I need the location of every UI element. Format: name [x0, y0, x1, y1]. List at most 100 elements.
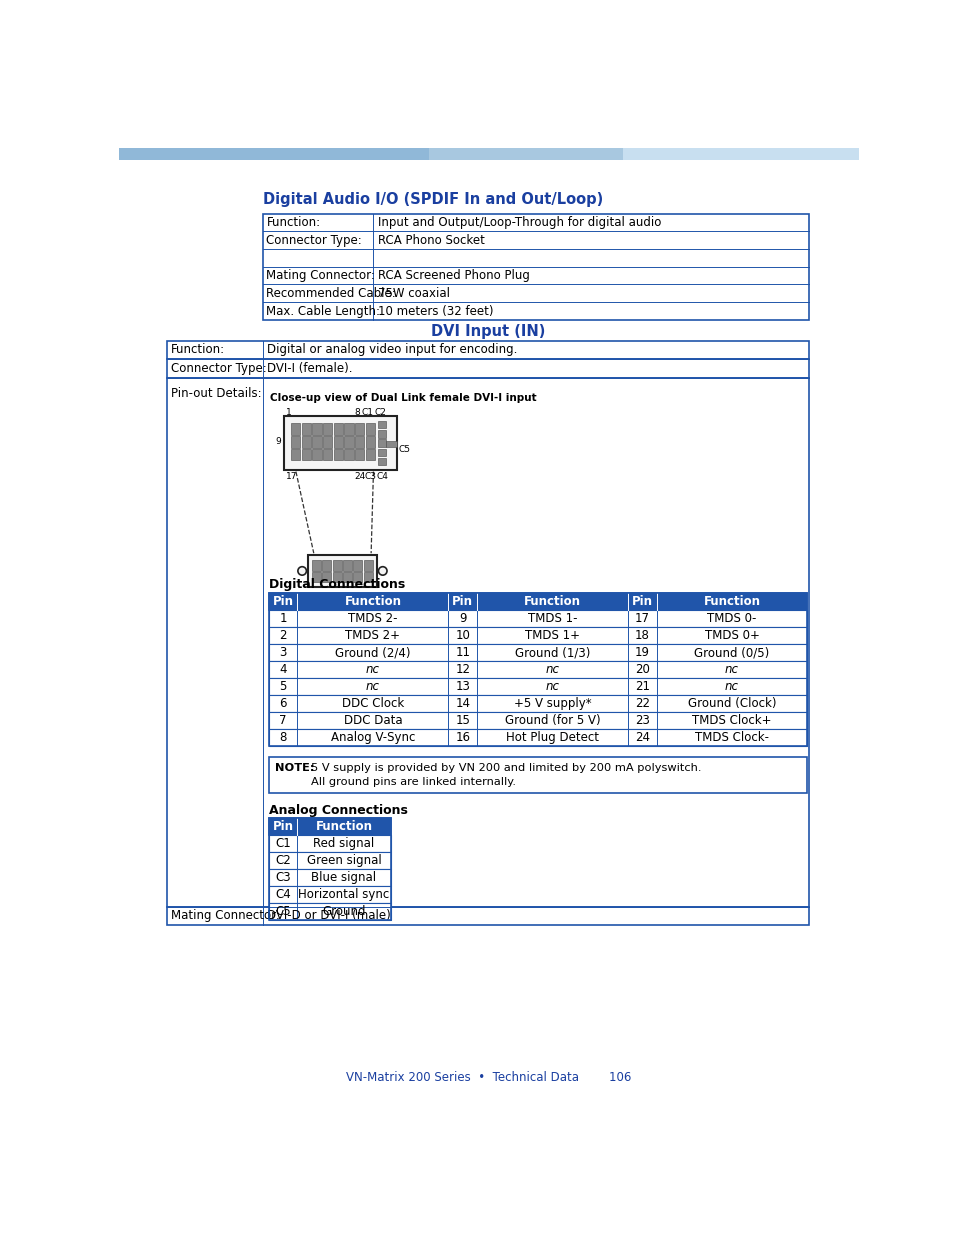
Text: DVI-D or DVI-I (male): DVI-D or DVI-I (male) [267, 909, 391, 923]
Text: TMDS 1+: TMDS 1+ [524, 629, 579, 642]
Text: 9: 9 [458, 613, 466, 625]
Text: Input and Output/Loop-Through for digital audio: Input and Output/Loop-Through for digita… [377, 216, 660, 228]
Text: 8: 8 [279, 731, 287, 743]
Bar [167, 378, 808, 906]
Bar [312, 572, 320, 582]
Bar [269, 885, 390, 903]
Text: 21: 21 [634, 680, 649, 693]
Bar [269, 627, 806, 645]
Text: 6: 6 [279, 697, 287, 710]
Text: nc: nc [366, 680, 379, 693]
Bar [334, 436, 343, 447]
Text: 11: 11 [455, 646, 470, 659]
Bar [333, 561, 341, 571]
Text: TMDS 0+: TMDS 0+ [704, 629, 759, 642]
Bar [269, 903, 390, 920]
Bar [269, 757, 806, 793]
Text: 1: 1 [279, 613, 287, 625]
Text: Mating Connector:: Mating Connector: [171, 909, 280, 923]
Text: TMDS Clock-: TMDS Clock- [695, 731, 768, 743]
Text: Analog V-Sync: Analog V-Sync [331, 731, 415, 743]
Bar [291, 424, 300, 435]
Bar [119, 148, 858, 159]
Bar [355, 436, 364, 447]
Text: 23: 23 [634, 714, 649, 727]
Text: 12: 12 [455, 663, 470, 676]
Text: Ground: Ground [322, 905, 365, 918]
Text: C4: C4 [275, 888, 291, 900]
Text: Hot Plug Detect: Hot Plug Detect [505, 731, 598, 743]
Text: Recommended Cable:: Recommended Cable: [266, 287, 395, 300]
Bar [284, 416, 396, 471]
Text: DDC Data: DDC Data [343, 714, 402, 727]
Bar [322, 448, 332, 461]
Text: 17: 17 [286, 472, 297, 480]
Bar [312, 561, 320, 571]
Bar [377, 430, 385, 437]
Text: Close-up view of Dual Link female DVI-I input: Close-up view of Dual Link female DVI-I … [270, 393, 537, 403]
Text: 14: 14 [455, 697, 470, 710]
Text: 15: 15 [455, 714, 470, 727]
Text: Analog Connections: Analog Connections [269, 804, 407, 818]
Text: 5 V supply is provided by VN 200 and limited by 200 mA polyswitch.: 5 V supply is provided by VN 200 and lim… [311, 763, 701, 773]
Bar [312, 424, 321, 435]
Text: 22: 22 [634, 697, 649, 710]
Text: DVI Input (IN): DVI Input (IN) [431, 324, 545, 338]
Text: 13: 13 [455, 680, 470, 693]
Bar [334, 424, 343, 435]
Text: Red signal: Red signal [313, 837, 375, 850]
Bar [269, 818, 390, 920]
Bar [269, 869, 390, 885]
Text: nc: nc [545, 663, 558, 676]
Bar [365, 448, 375, 461]
Bar [269, 661, 806, 678]
Bar [312, 436, 321, 447]
Text: Blue signal: Blue signal [311, 871, 376, 884]
Bar [291, 448, 300, 461]
Bar [385, 441, 396, 447]
Text: All ground pins are linked internally.: All ground pins are linked internally. [311, 777, 516, 787]
Text: nc: nc [366, 663, 379, 676]
Bar [344, 424, 354, 435]
Bar [269, 695, 806, 711]
Bar [269, 729, 806, 746]
Bar [377, 458, 385, 466]
Text: Mating Connector:: Mating Connector: [266, 269, 375, 282]
Bar [353, 561, 362, 571]
Bar [269, 818, 390, 835]
Text: C2: C2 [275, 853, 291, 867]
Text: 3: 3 [279, 646, 287, 659]
Bar [301, 436, 311, 447]
Bar [363, 572, 373, 582]
Text: nc: nc [724, 663, 739, 676]
Text: C4: C4 [376, 472, 388, 480]
Bar [307, 555, 377, 587]
Text: Function:: Function: [171, 343, 225, 357]
Text: TMDS 1-: TMDS 1- [527, 613, 577, 625]
Text: 17: 17 [634, 613, 649, 625]
Bar [291, 436, 300, 447]
Bar [342, 572, 352, 582]
Text: Digital Audio I/O (SPDIF In and Out/Loop): Digital Audio I/O (SPDIF In and Out/Loop… [262, 193, 602, 207]
Text: Function: Function [344, 595, 401, 608]
Bar [377, 421, 385, 429]
Text: 16: 16 [455, 731, 470, 743]
Bar [269, 610, 806, 627]
Text: 18: 18 [634, 629, 649, 642]
Bar [269, 678, 806, 695]
Text: C3: C3 [275, 871, 291, 884]
Text: Function: Function [523, 595, 580, 608]
Bar [269, 593, 806, 746]
Text: Pin: Pin [273, 820, 294, 834]
Bar [355, 448, 364, 461]
Bar [119, 148, 429, 159]
Text: Connector Type:: Connector Type: [171, 362, 267, 375]
Text: 20: 20 [634, 663, 649, 676]
Bar [365, 424, 375, 435]
Text: VN-Matrix 200 Series  •  Technical Data        106: VN-Matrix 200 Series • Technical Data 10… [346, 1071, 631, 1084]
Bar [301, 448, 311, 461]
Bar [344, 448, 354, 461]
Text: Pin: Pin [273, 595, 294, 608]
Text: 7: 7 [279, 714, 287, 727]
Bar [269, 852, 390, 869]
